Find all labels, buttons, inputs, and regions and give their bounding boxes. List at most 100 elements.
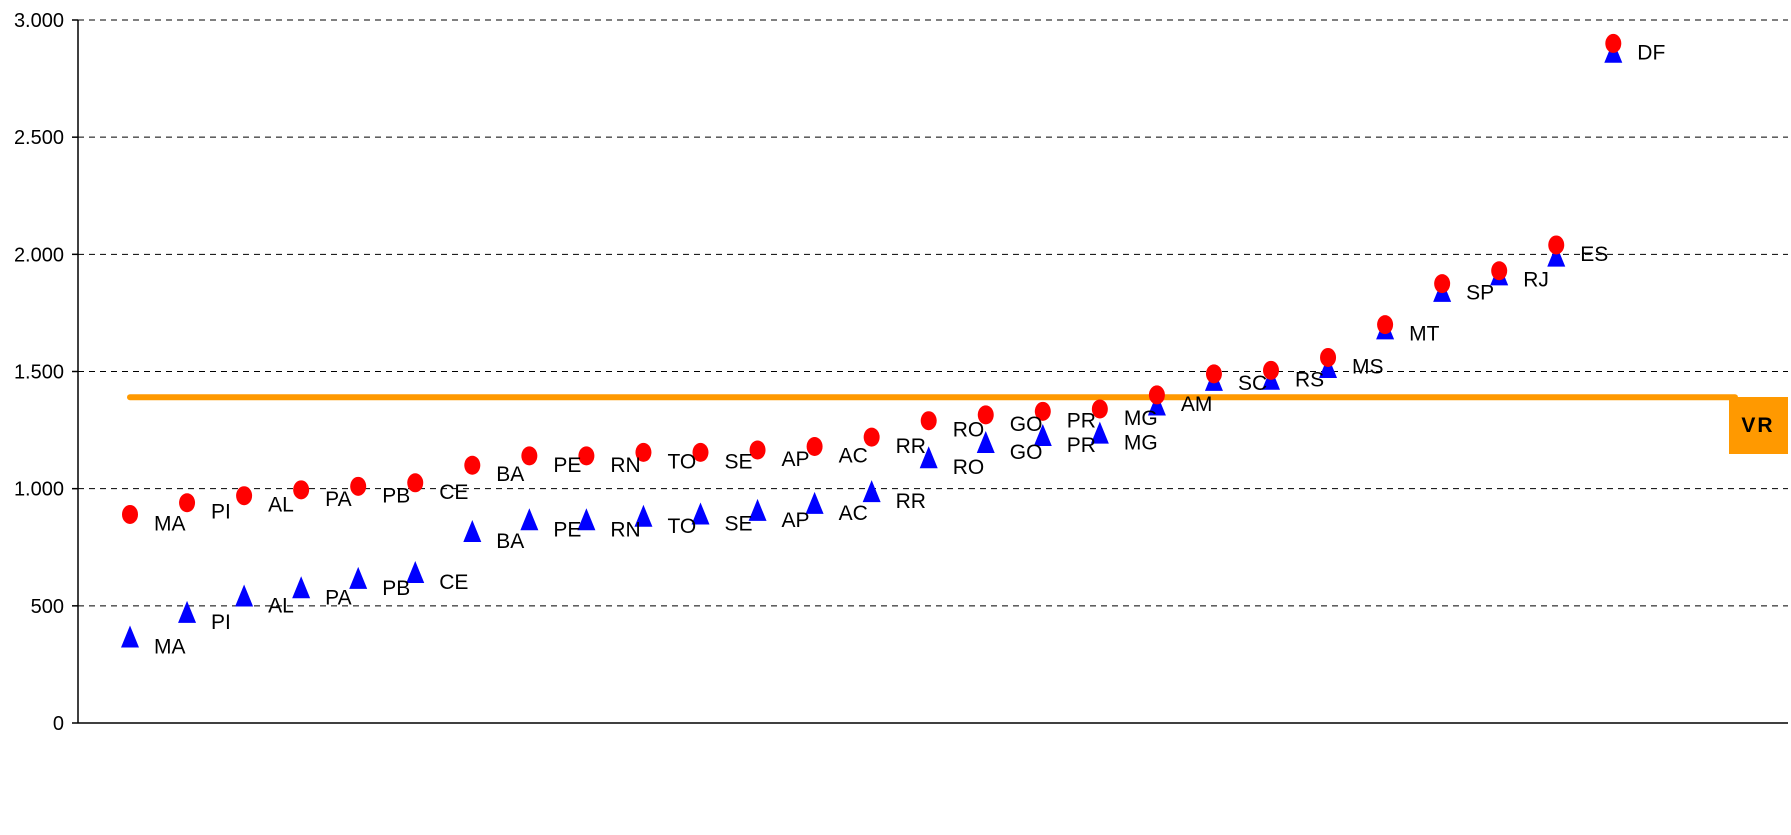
circle-marker xyxy=(1377,315,1394,335)
point-label: CE xyxy=(439,571,468,594)
point-label: PI xyxy=(211,611,231,634)
point-label: RO xyxy=(953,456,985,479)
point-label: PB xyxy=(382,577,410,600)
triangle-marker xyxy=(463,520,482,543)
point-label: SP xyxy=(1466,282,1494,305)
point-label: AL xyxy=(268,594,294,617)
triangle-marker xyxy=(691,502,710,525)
triangle-marker xyxy=(520,508,539,531)
circle-marker xyxy=(1605,33,1622,53)
circle-marker xyxy=(977,405,994,425)
circle-marker xyxy=(1320,347,1337,367)
triangle-marker xyxy=(976,430,995,453)
y-tick-label: 2.500 xyxy=(14,127,64,149)
triangle-marker xyxy=(634,504,653,527)
point-label: PI xyxy=(211,501,231,524)
triangle-marker xyxy=(577,508,596,531)
circle-marker xyxy=(236,486,253,506)
point-label: RR xyxy=(896,435,926,458)
point-label: AC xyxy=(839,444,868,467)
point-label: AL xyxy=(268,494,294,517)
point-label: SE xyxy=(725,512,753,535)
point-label: BA xyxy=(496,463,524,486)
point-label: MA xyxy=(154,635,186,658)
y-tick-label: 3.000 xyxy=(14,10,64,32)
point-label: AP xyxy=(782,448,810,471)
reference-line-label: VR xyxy=(1741,414,1774,437)
triangle-marker xyxy=(349,566,368,589)
circle-marker xyxy=(863,427,880,447)
triangle-marker xyxy=(805,491,824,514)
point-label: MA xyxy=(154,512,186,535)
circle-marker xyxy=(692,442,709,462)
point-label: PR xyxy=(1067,409,1096,432)
triangle-marker xyxy=(919,446,938,469)
point-label: RN xyxy=(610,518,640,541)
point-label: TO xyxy=(667,450,696,473)
reference-line-group: VR xyxy=(127,394,1788,454)
point-labels: MA PI AL PA PB CE BA PE RN TO SE AP AC RR RO GO PR MG AM SC… xyxy=(154,41,1665,658)
circle-marker xyxy=(1148,385,1165,405)
point-label: AP xyxy=(782,509,810,532)
triangle-marker xyxy=(748,498,767,521)
point-label: PE xyxy=(553,518,581,541)
series-markers xyxy=(121,33,1623,648)
point-label: RS xyxy=(1295,368,1324,391)
point-label: RN xyxy=(610,454,640,477)
point-label: AC xyxy=(839,502,868,525)
point-label: DF xyxy=(1637,41,1665,64)
point-label: PB xyxy=(382,484,410,507)
circle-marker xyxy=(1091,399,1108,419)
axes xyxy=(72,19,1788,724)
y-axis-tick-labels: 0 500 1.000 1.500 2.000 2.500 3.000 xyxy=(14,10,64,735)
triangle-marker xyxy=(1033,423,1052,446)
point-label: GO xyxy=(1010,441,1043,464)
circle-marker xyxy=(749,440,766,460)
point-label: PE xyxy=(553,454,581,477)
circle-marker xyxy=(1548,235,1565,255)
triangle-marker xyxy=(862,480,881,503)
point-label: MS xyxy=(1352,355,1384,378)
triangle-marker xyxy=(1547,244,1566,267)
point-label: BA xyxy=(496,530,524,553)
triangle-marker xyxy=(1319,355,1338,378)
circle-marker xyxy=(1434,274,1451,294)
reference-line-badge xyxy=(1729,397,1788,454)
triangle-marker xyxy=(235,584,254,607)
point-label: PA xyxy=(325,586,351,609)
y-tick-label: 1.500 xyxy=(14,362,64,384)
point-label: RJ xyxy=(1523,269,1549,292)
circle-marker xyxy=(635,442,652,462)
circle-marker xyxy=(806,436,823,456)
circle-marker xyxy=(521,446,538,466)
triangle-marker xyxy=(406,561,425,584)
y-tick-label: 2.000 xyxy=(14,244,64,266)
point-label: CE xyxy=(439,481,468,504)
triangle-marker xyxy=(121,625,139,648)
point-label: MG xyxy=(1124,407,1158,430)
point-label: SE xyxy=(725,450,753,473)
circle-marker xyxy=(179,493,196,513)
point-label: RR xyxy=(896,490,926,513)
point-label: MT xyxy=(1409,323,1439,346)
point-label: AM xyxy=(1181,393,1213,416)
circle-marker xyxy=(1263,360,1279,380)
circle-marker xyxy=(1491,261,1508,281)
circle-marker xyxy=(464,455,481,475)
point-label: PR xyxy=(1067,434,1096,457)
triangle-marker xyxy=(1090,421,1109,444)
circle-marker xyxy=(407,473,424,493)
point-label: ES xyxy=(1580,243,1608,266)
y-tick-label: 500 xyxy=(31,596,64,618)
circle-marker xyxy=(1205,364,1222,384)
triangle-marker xyxy=(178,600,197,623)
y-tick-label: 1.000 xyxy=(14,479,64,501)
point-label: PA xyxy=(325,488,351,511)
circle-marker xyxy=(1034,401,1051,421)
triangle-marker xyxy=(1147,393,1166,416)
point-label: TO xyxy=(667,515,696,538)
point-label: MG xyxy=(1124,432,1158,455)
circle-marker xyxy=(920,411,937,431)
circle-marker xyxy=(350,476,367,496)
